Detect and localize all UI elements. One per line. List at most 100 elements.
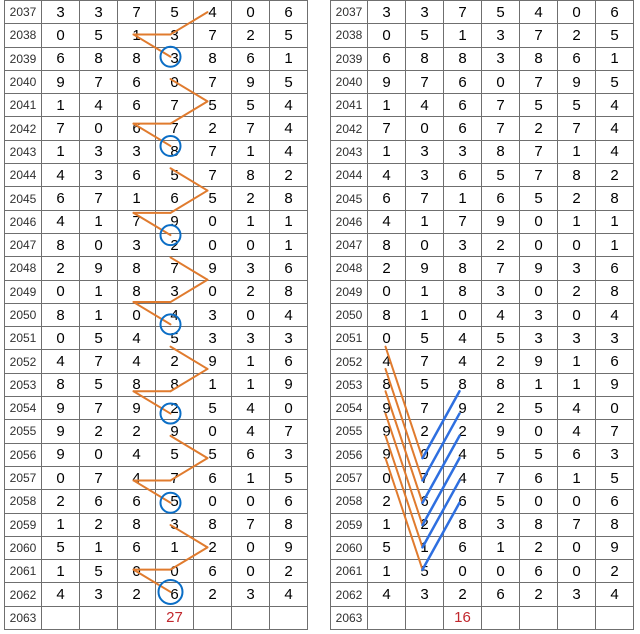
data-cell: 8 xyxy=(118,280,156,303)
data-cell: 5 xyxy=(156,327,194,350)
data-cell: 5 xyxy=(80,373,118,396)
data-cell: 5 xyxy=(520,187,558,210)
data-cell: 0 xyxy=(232,560,270,583)
data-cell: 1 xyxy=(156,536,194,559)
data-cell: 7 xyxy=(232,513,270,536)
row-index: 2045 xyxy=(5,187,42,210)
data-cell: 1 xyxy=(42,513,80,536)
data-cell: 3 xyxy=(482,513,520,536)
data-cell: 1 xyxy=(482,536,520,559)
data-cell: 6 xyxy=(118,94,156,117)
data-cell xyxy=(368,606,406,629)
data-cell: 9 xyxy=(42,397,80,420)
data-cell: 6 xyxy=(596,490,634,513)
data-cell: 6 xyxy=(270,257,308,280)
data-cell: 1 xyxy=(368,140,406,163)
row-index: 2038 xyxy=(331,24,368,47)
data-cell: 1 xyxy=(232,350,270,373)
data-cell: 7 xyxy=(406,70,444,93)
data-cell: 1 xyxy=(232,373,270,396)
data-cell: 7 xyxy=(520,140,558,163)
data-cell: 9 xyxy=(368,397,406,420)
data-cell: 4 xyxy=(520,1,558,24)
data-cell: 3 xyxy=(596,327,634,350)
data-cell: 6 xyxy=(596,1,634,24)
data-cell: 5 xyxy=(156,164,194,187)
data-cell: 1 xyxy=(270,47,308,70)
data-cell: 1 xyxy=(368,513,406,536)
data-cell: 3 xyxy=(156,513,194,536)
data-cell: 0 xyxy=(368,466,406,489)
data-cell: 6 xyxy=(444,94,482,117)
data-cell: 9 xyxy=(42,420,80,443)
data-cell: 5 xyxy=(194,397,232,420)
data-cell: 2 xyxy=(80,420,118,443)
row-index: 2053 xyxy=(331,373,368,396)
row-index: 2062 xyxy=(331,583,368,606)
row-index: 2051 xyxy=(5,327,42,350)
data-cell: 2 xyxy=(270,164,308,187)
data-cell: 0 xyxy=(558,1,596,24)
data-cell: 9 xyxy=(368,70,406,93)
data-cell: 0 xyxy=(232,490,270,513)
data-cell: 3 xyxy=(444,233,482,256)
data-cell xyxy=(42,606,80,629)
data-cell: 1 xyxy=(194,373,232,396)
data-cell: 3 xyxy=(520,303,558,326)
data-cell: 8 xyxy=(156,140,194,163)
data-cell: 0 xyxy=(368,24,406,47)
data-cell: 2 xyxy=(118,583,156,606)
data-cell: 3 xyxy=(596,443,634,466)
data-cell: 8 xyxy=(596,513,634,536)
data-cell: 5 xyxy=(482,443,520,466)
data-cell: 6 xyxy=(406,490,444,513)
data-cell: 9 xyxy=(444,397,482,420)
data-cell: 1 xyxy=(406,280,444,303)
data-cell: 3 xyxy=(270,443,308,466)
data-cell: 7 xyxy=(444,1,482,24)
data-cell: 5 xyxy=(406,327,444,350)
data-cell: 0 xyxy=(520,490,558,513)
data-cell: 6 xyxy=(444,117,482,140)
data-cell: 5 xyxy=(596,466,634,489)
row-index: 2055 xyxy=(5,420,42,443)
data-cell: 2 xyxy=(368,490,406,513)
data-cell: 4 xyxy=(270,583,308,606)
data-cell: 0 xyxy=(444,303,482,326)
data-cell: 2 xyxy=(406,420,444,443)
data-cell: 5 xyxy=(80,327,118,350)
data-cell: 7 xyxy=(118,1,156,24)
data-cell: 1 xyxy=(558,350,596,373)
data-cell: 8 xyxy=(444,373,482,396)
data-cell: 0 xyxy=(482,560,520,583)
data-cell: 4 xyxy=(118,443,156,466)
row-index: 2043 xyxy=(5,140,42,163)
data-cell: 4 xyxy=(42,210,80,233)
data-cell: 9 xyxy=(368,420,406,443)
data-cell: 3 xyxy=(156,280,194,303)
data-cell: 1 xyxy=(444,187,482,210)
data-cell: 1 xyxy=(558,140,596,163)
data-cell: 8 xyxy=(406,47,444,70)
data-cell: 2 xyxy=(156,397,194,420)
prediction-cell: 27 xyxy=(156,606,194,629)
data-cell xyxy=(118,606,156,629)
data-cell: 7 xyxy=(482,94,520,117)
data-cell: 6 xyxy=(232,47,270,70)
data-cell: 1 xyxy=(80,210,118,233)
data-cell: 8 xyxy=(42,303,80,326)
data-cell: 5 xyxy=(270,24,308,47)
data-cell: 0 xyxy=(482,70,520,93)
data-cell: 8 xyxy=(482,140,520,163)
data-cell: 4 xyxy=(368,350,406,373)
data-cell: 3 xyxy=(232,327,270,350)
data-cell: 4 xyxy=(232,420,270,443)
data-cell: 3 xyxy=(156,24,194,47)
table-left: 2037337540620380513725203968838612040976… xyxy=(4,0,308,630)
data-cell: 4 xyxy=(368,210,406,233)
data-cell: 2 xyxy=(482,350,520,373)
data-cell: 9 xyxy=(42,443,80,466)
data-cell: 7 xyxy=(80,466,118,489)
data-cell: 9 xyxy=(194,257,232,280)
data-cell: 4 xyxy=(596,117,634,140)
